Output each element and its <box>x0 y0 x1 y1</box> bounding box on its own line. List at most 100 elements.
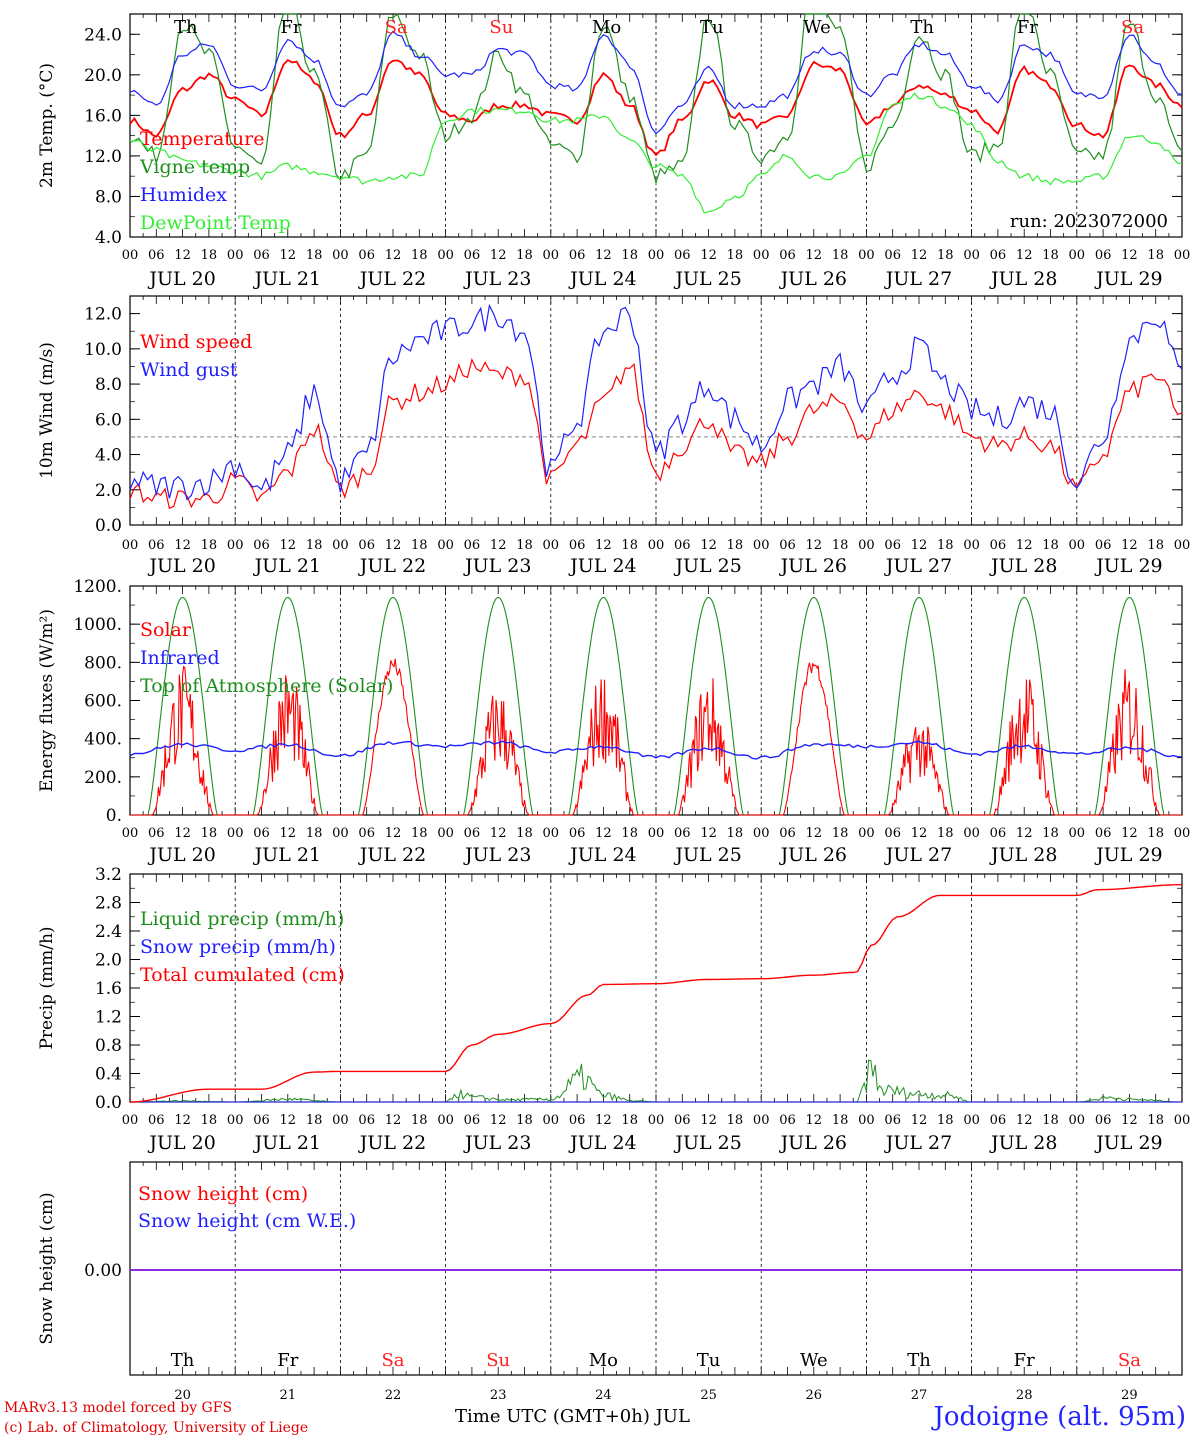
hour-tick-label: 18 <box>1147 1113 1164 1128</box>
weekday-label: Th <box>907 1350 931 1371</box>
hour-tick-label: 06 <box>358 538 375 553</box>
hour-tick-label: 00 <box>858 538 875 553</box>
day-label: JUL 25 <box>673 268 741 290</box>
hour-tick-label: 18 <box>516 826 533 841</box>
y-tick-label: 0.8 <box>95 1036 122 1056</box>
hour-tick-label: 06 <box>779 248 796 263</box>
x-axis-title: Time UTC (GMT+0h) JUL <box>455 1406 690 1427</box>
day-label: JUL 24 <box>568 844 636 866</box>
series-humidex <box>129 30 1183 135</box>
day-label: JUL 27 <box>884 555 952 577</box>
hour-tick-label: 06 <box>253 248 270 263</box>
hour-tick-label: 00 <box>648 826 665 841</box>
hour-tick-label: 06 <box>358 1113 375 1128</box>
hour-tick-label: 12 <box>1016 248 1033 263</box>
weekday-label: Su <box>489 17 513 38</box>
hour-tick-label: 18 <box>727 248 744 263</box>
legend-entry: Wind speed <box>140 331 252 353</box>
hour-tick-label: 12 <box>174 1113 191 1128</box>
y-tick-label: 24.0 <box>84 25 122 45</box>
station-name: Jodoigne (alt. 95m) <box>933 1402 1186 1432</box>
hour-tick-label: 00 <box>332 248 349 263</box>
day-label: JUL 20 <box>147 268 215 290</box>
legend-entry: DewPoint Temp <box>140 212 291 234</box>
hour-tick-label: 12 <box>700 538 717 553</box>
hour-tick-label: 00 <box>227 1113 244 1128</box>
hour-tick-label: 18 <box>1147 248 1164 263</box>
hour-tick-label: 12 <box>174 538 191 553</box>
day-label: JUL 22 <box>358 1132 426 1154</box>
y-tick-label: 16.0 <box>84 106 122 126</box>
hour-tick-label: 12 <box>595 248 612 263</box>
legend-entry: Temperature <box>140 128 264 150</box>
hour-tick-label: 12 <box>174 826 191 841</box>
hour-tick-label: 00 <box>227 826 244 841</box>
day-number: 26 <box>806 1388 823 1400</box>
hour-tick-label: 00 <box>1069 248 1086 263</box>
hour-tick-label: 18 <box>516 248 533 263</box>
weekday-label: Su <box>486 1350 510 1371</box>
hour-tick-label: 06 <box>990 826 1007 841</box>
day-label: JUL 29 <box>1094 555 1162 577</box>
hour-tick-label: 00 <box>753 248 770 263</box>
y-tick-label: 8.0 <box>95 187 122 207</box>
hour-tick-label: 00 <box>1069 1113 1086 1128</box>
day-label: JUL 25 <box>673 555 741 577</box>
y-tick-label: 12.0 <box>84 147 122 167</box>
day-label: JUL 24 <box>568 1132 636 1154</box>
weekday-label: Sa <box>385 17 408 38</box>
hour-tick-label: 06 <box>253 826 270 841</box>
hour-tick-label: 00 <box>122 538 139 553</box>
y-axis-label: Snow height (cm) <box>37 1192 57 1344</box>
hour-tick-label: 12 <box>700 1113 717 1128</box>
hour-tick-label: 18 <box>1042 826 1059 841</box>
hour-tick-label: 12 <box>911 538 928 553</box>
y-tick-label: 12.0 <box>84 305 122 325</box>
hour-tick-label: 06 <box>148 826 165 841</box>
y-tick-label: 20.0 <box>84 66 122 86</box>
hour-tick-label: 18 <box>411 1113 428 1128</box>
hour-tick-label: 12 <box>1121 826 1138 841</box>
legend-entry: Top of Atmosphere (Solar) <box>140 675 393 697</box>
weekday-label: Sa <box>381 1350 404 1371</box>
hour-tick-label: 06 <box>253 538 270 553</box>
day-label: JUL 22 <box>358 555 426 577</box>
day-label: JUL 27 <box>884 268 952 290</box>
legend-entry: Liquid precip (mm/h) <box>140 908 344 930</box>
legend-entry: Solar <box>140 619 192 641</box>
weekday-label: Th <box>174 17 198 38</box>
day-label: JUL 21 <box>253 268 321 290</box>
hour-tick-label: 00 <box>963 826 980 841</box>
hour-tick-label: 00 <box>437 538 454 553</box>
y-tick-label: 0.4 <box>95 1065 122 1085</box>
weekday-label: Tu <box>700 17 724 38</box>
hour-tick-label: 18 <box>201 248 218 263</box>
weekday-label: Sa <box>1121 17 1144 38</box>
hour-tick-label: 00 <box>543 248 560 263</box>
hour-tick-label: 18 <box>937 248 954 263</box>
day-label: JUL 25 <box>673 1132 741 1154</box>
hour-tick-label: 00 <box>963 248 980 263</box>
y-tick-label: 1.2 <box>95 1008 122 1028</box>
hour-tick-label: 12 <box>806 826 823 841</box>
series-infrared <box>129 740 1183 760</box>
hour-tick-label: 06 <box>674 248 691 263</box>
hour-tick-label: 00 <box>543 538 560 553</box>
day-label: JUL 26 <box>779 268 847 290</box>
hour-tick-label: 18 <box>411 826 428 841</box>
hour-tick-label: 00 <box>1069 826 1086 841</box>
hour-tick-label: 12 <box>595 826 612 841</box>
y-tick-label: 0.00 <box>84 1261 122 1281</box>
hour-tick-label: 00 <box>1174 248 1191 263</box>
hour-tick-label: 18 <box>306 1113 323 1128</box>
hour-tick-label: 00 <box>963 538 980 553</box>
hour-tick-label: 06 <box>884 248 901 263</box>
weekday-label: Mo <box>592 17 621 38</box>
hour-tick-label: 12 <box>280 1113 297 1128</box>
hour-tick-label: 00 <box>858 248 875 263</box>
hour-tick-label: 12 <box>280 826 297 841</box>
credit-lab: (c) Lab. of Climatology, University of L… <box>4 1420 309 1436</box>
credit-model: MARv3.13 model forced by GFS <box>4 1400 233 1416</box>
hour-tick-label: 06 <box>464 538 481 553</box>
hour-tick-label: 18 <box>1042 248 1059 263</box>
